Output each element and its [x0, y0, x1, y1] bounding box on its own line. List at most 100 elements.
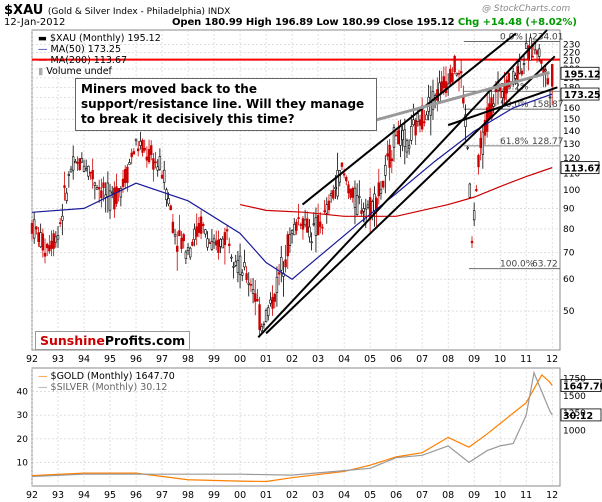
candle-body — [479, 137, 482, 149]
candle-body — [236, 259, 240, 273]
legend-volume-label: Volume undef — [46, 66, 112, 77]
candle-body — [228, 243, 231, 247]
candle-body — [143, 147, 146, 151]
candle-body — [507, 73, 511, 88]
candle-body — [163, 169, 166, 183]
fib-value-label: 234.01 — [532, 33, 564, 43]
candle-body — [230, 256, 233, 259]
candle-body — [323, 210, 326, 213]
x-tick-label: 95 — [104, 490, 116, 501]
channel-line — [301, 32, 517, 206]
candle-body — [132, 151, 136, 155]
candle-body — [295, 221, 298, 231]
candle-body — [106, 182, 110, 197]
x-tick-label: 98 — [182, 490, 194, 501]
candle-body — [43, 252, 47, 257]
y-tick-label: 60 — [563, 275, 575, 285]
candle-body — [254, 293, 257, 302]
candle-body — [147, 149, 151, 163]
candle-body — [524, 42, 528, 49]
candle-body — [345, 177, 348, 182]
candle-body — [219, 239, 222, 247]
change-value: Chg +14.48 (+8.02%) — [457, 17, 577, 28]
x-tick-label: 08 — [442, 354, 454, 365]
subtitle: (Gold & Silver Index - Philadelphia) IND… — [47, 7, 231, 17]
y-tick-label: 120 — [563, 154, 580, 164]
x-tick-label: 05 — [364, 354, 376, 365]
price-tag-label: 1647.70 — [563, 382, 602, 393]
candlestick-series — [30, 33, 554, 338]
x-tick-label: 96 — [130, 490, 142, 501]
y-tick-label-right: 1000 — [563, 426, 586, 436]
candle-body — [160, 174, 164, 179]
candle-body — [202, 223, 205, 227]
candle-body — [399, 125, 402, 146]
candle-body — [514, 75, 517, 79]
candle-body — [35, 226, 38, 230]
candle-body — [139, 141, 142, 146]
price-tag-box — [560, 87, 600, 101]
candle-body — [511, 71, 515, 85]
candle-body — [178, 230, 181, 237]
candle-body — [386, 153, 389, 157]
candle-body — [130, 152, 133, 158]
candle-body — [550, 64, 554, 87]
candle-body — [457, 72, 461, 75]
candle-body — [63, 185, 66, 188]
candle-body — [156, 166, 159, 171]
gold-line — [31, 373, 553, 483]
candle-body — [516, 66, 519, 81]
candle-body — [306, 218, 309, 233]
price-tag-label: 30.12 — [563, 411, 593, 422]
candle-body — [503, 86, 506, 100]
candle-body — [290, 230, 294, 234]
legend-volume-swatch: ▮ — [38, 66, 44, 77]
fib-value-label: 128.77 — [532, 137, 564, 147]
x-tick-label: 94 — [78, 490, 90, 501]
candle-body — [518, 61, 521, 74]
legend-silver-label: $SILVER (Monthly) 30.12 — [50, 382, 168, 393]
candle-body — [477, 154, 480, 168]
x-tick-label: 12 — [546, 354, 558, 365]
candle-body — [351, 188, 354, 198]
price-tag-box — [560, 379, 602, 392]
chart-title: $XAU (Gold & Silver Index - Philadelphia… — [4, 3, 230, 18]
candle-body — [128, 162, 131, 165]
candle-body — [67, 174, 71, 176]
candle-body — [32, 219, 36, 239]
candle-body — [126, 166, 129, 183]
y-tick-label: 210 — [563, 56, 580, 66]
y-tick-label: 110 — [563, 169, 580, 179]
candle-body — [329, 193, 333, 196]
candle-body — [392, 127, 396, 148]
legend-xau: ▬ $XAU (Monthly) 195.12 — [38, 33, 161, 44]
x-tick-label: 01 — [260, 354, 272, 365]
candle-body — [180, 237, 183, 249]
candle-body — [438, 82, 441, 102]
x-tick-label: 96 — [130, 354, 142, 365]
branding[interactable]: SunshineProfits.com — [35, 331, 191, 350]
candle-body — [173, 234, 177, 237]
candle-body — [366, 204, 370, 208]
price-tag-label: 113.67 — [564, 164, 601, 175]
candle-body — [327, 200, 331, 211]
candle-body — [184, 251, 188, 259]
x-tick-label: 94 — [78, 354, 90, 365]
x-tick-label: 01 — [260, 490, 272, 501]
y-tick-label: 150 — [563, 115, 580, 125]
candle-body — [95, 187, 99, 190]
legend-ma50: — MA(50) 173.25 — [38, 44, 121, 55]
legend-xau-label: $XAU (Monthly) 195.12 — [50, 33, 161, 44]
candle-body — [264, 309, 268, 322]
silver-line — [31, 370, 553, 478]
legend-gold: — $GOLD (Monthly) 1647.70 — [38, 371, 175, 382]
candle-body — [464, 114, 467, 128]
candle-body — [52, 233, 55, 249]
candle-body — [124, 169, 127, 184]
candle-body — [342, 173, 346, 176]
candle-body — [165, 189, 168, 201]
y-tick-label: 50 — [563, 307, 575, 317]
x-tick-label: 11 — [520, 354, 532, 365]
ma50-line — [31, 93, 553, 280]
channel-line — [265, 55, 556, 335]
